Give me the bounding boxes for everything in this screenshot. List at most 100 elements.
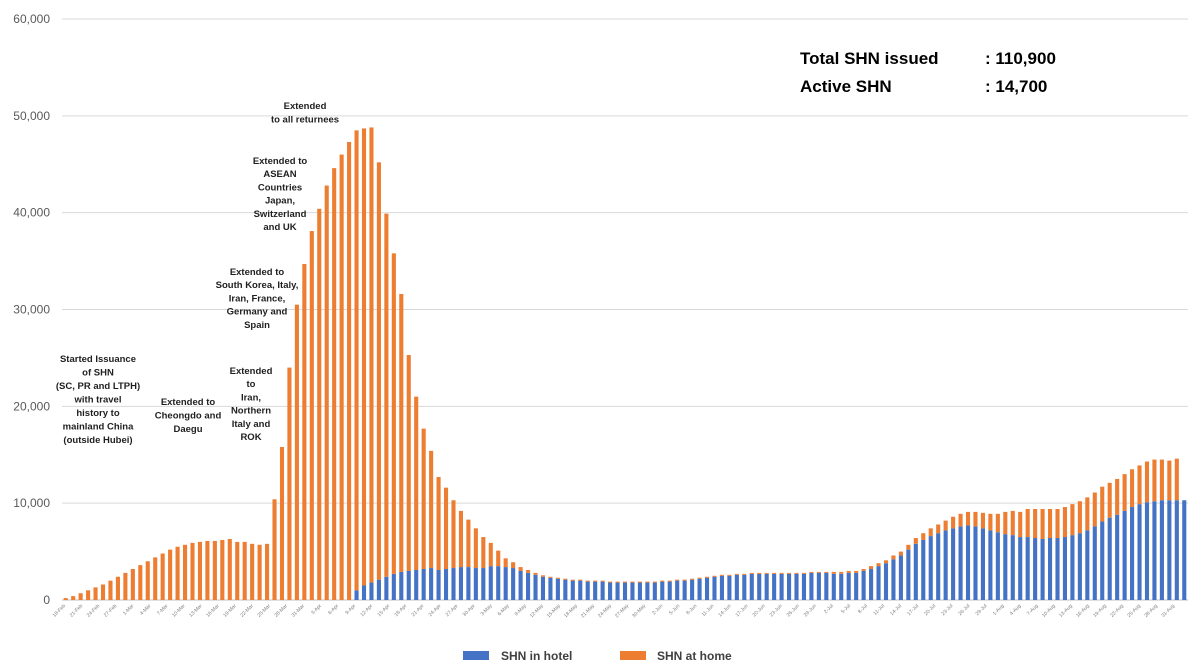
annotation-line: (outside Hubei) <box>63 435 132 446</box>
bar-hotel <box>518 570 523 600</box>
annotation-line: Daegu <box>173 424 202 435</box>
gridlines <box>62 18 1188 601</box>
bar-home <box>488 542 493 567</box>
bar-home <box>190 542 195 600</box>
x-tick-label: 18-May <box>563 603 579 619</box>
bar-hotel <box>637 582 642 600</box>
x-tick-label: 31-Mar <box>291 603 307 619</box>
x-tick-label: 21-Apr <box>411 603 426 618</box>
x-tick-label: 8-Jul <box>857 603 869 615</box>
bar-hotel <box>645 582 650 600</box>
bar-hotel <box>1018 537 1023 600</box>
bar-home <box>563 578 568 580</box>
bar-hotel <box>1040 538 1045 600</box>
legend-label-home: SHN at home <box>657 649 732 663</box>
bar-hotel <box>801 573 807 600</box>
y-axis: 0 10,000 20,000 30,000 40,000 50,000 60,000 <box>13 12 50 607</box>
bar-home <box>100 584 106 600</box>
bar-home <box>600 580 605 582</box>
bar-home <box>704 576 710 578</box>
annotation-line: (SC, PR and LTPH) <box>56 381 140 392</box>
bar-hotel <box>839 573 844 600</box>
bar-home <box>205 540 210 600</box>
x-tick-label: 6-May <box>497 603 511 617</box>
x-tick-label: 28-Mar <box>273 603 289 619</box>
bar-home <box>958 513 963 527</box>
bar-home <box>526 569 531 573</box>
bar-home <box>86 590 91 600</box>
annotation-line: Iran, <box>241 392 261 403</box>
x-tick-label: 18-Apr <box>393 603 408 618</box>
bar-hotel <box>1055 538 1060 600</box>
bar-hotel <box>622 582 628 600</box>
bar-hotel <box>816 572 821 600</box>
bar-home <box>660 580 665 582</box>
bar-home <box>399 294 404 572</box>
bar-home <box>652 581 657 583</box>
bar-home <box>279 447 285 600</box>
x-tick-label: 20-Jul <box>923 603 937 617</box>
total-shn-value: : 110,900 <box>985 49 1056 68</box>
bar-home <box>130 569 135 600</box>
bar-hotel <box>973 526 978 600</box>
annotation: Extended to Iran, Northern Italy and ROK <box>230 366 273 443</box>
x-tick-label: 19-Mar <box>222 603 238 619</box>
bar-home <box>943 520 948 531</box>
bar-hotel <box>667 581 672 600</box>
annotation-line: Extended <box>284 101 327 112</box>
bar-hotel <box>443 569 449 600</box>
bar-home <box>436 477 441 570</box>
x-tick-label: 1-Aug <box>992 603 1006 617</box>
bar-hotel <box>1062 537 1068 600</box>
y-tick-label: 0 <box>43 593 50 607</box>
bar-hotel <box>354 590 359 600</box>
annotation-line: Cheongdo and <box>155 411 222 422</box>
x-tick-label: 13-Mar <box>188 603 204 619</box>
annotation-line: Italy and <box>232 419 271 430</box>
bar-home <box>1062 507 1068 538</box>
bar-hotel <box>1047 538 1053 600</box>
summary-box: Total SHN issued : 110,900 Active SHN : … <box>800 49 1056 96</box>
x-tick-label: 13-Aug <box>1058 603 1074 619</box>
annotation-line: South Korea, Italy, <box>216 280 299 291</box>
x-tick-label: 4-Aug <box>1009 603 1023 617</box>
bar-home <box>1152 459 1157 502</box>
bar-home <box>406 355 411 571</box>
bar-home <box>1047 508 1053 539</box>
bar-hotel <box>876 566 881 600</box>
bar-home <box>354 130 359 591</box>
x-tick-label: 3-Apr <box>310 603 323 616</box>
x-tick-label: 24-Apr <box>428 603 443 618</box>
bar-home <box>585 580 590 582</box>
bar-home <box>168 549 173 600</box>
bar-hotel <box>772 573 777 600</box>
bar-hotel <box>563 579 568 600</box>
bar-home <box>675 579 680 581</box>
bar-home <box>1100 486 1105 522</box>
x-tick-label: 4-Mar <box>139 603 153 617</box>
bar-home <box>757 572 762 574</box>
bar-home <box>1174 458 1179 501</box>
bar-hotel <box>652 582 657 600</box>
x-tick-label: 21-May <box>580 603 596 619</box>
x-axis: 18-Feb 21-Feb 24-Feb 27-Feb 1-Mar 4-Mar 7-Mar 1… <box>52 603 1177 619</box>
bar-home <box>1033 508 1038 539</box>
annotation-line: mainland China <box>63 422 134 433</box>
x-tick-label: 30-Apr <box>462 603 477 618</box>
bar-home <box>622 581 628 583</box>
bar-hotel <box>615 582 620 600</box>
x-tick-label: 12-Apr <box>359 603 374 618</box>
bar-hotel <box>943 530 948 600</box>
total-shn-label: Total SHN issued <box>800 49 939 68</box>
annotation-line: to <box>247 379 256 390</box>
active-shn-value: : 14,700 <box>985 77 1047 96</box>
y-tick-label: 50,000 <box>13 109 50 123</box>
annotation-line: to all returnees <box>271 115 339 126</box>
bar-home <box>615 581 620 583</box>
bar-home <box>175 546 180 600</box>
bar-hotel <box>1003 534 1008 600</box>
bar-home <box>242 541 247 600</box>
bar-home <box>965 511 971 526</box>
bar-hotel <box>585 581 590 600</box>
bar-home <box>115 576 120 600</box>
